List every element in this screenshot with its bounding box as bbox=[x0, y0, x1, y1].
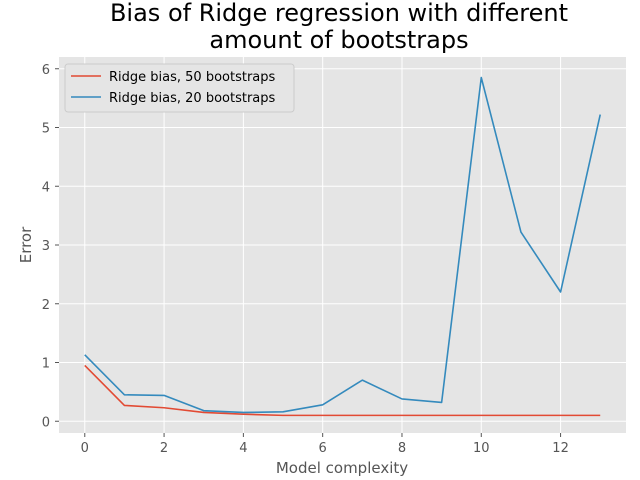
y-tick-label: 1 bbox=[42, 357, 50, 372]
x-tick-label: 8 bbox=[398, 441, 406, 456]
x-axis-label: Model complexity bbox=[276, 459, 408, 477]
grid bbox=[59, 57, 626, 433]
x-tick-label: 6 bbox=[319, 441, 327, 456]
y-tick-label: 2 bbox=[42, 298, 50, 313]
x-tick-label: 4 bbox=[239, 441, 247, 456]
legend-label-50-bootstraps: Ridge bias, 50 bootstraps bbox=[109, 70, 276, 85]
y-tick-label: 4 bbox=[42, 180, 50, 195]
x-tick-label: 0 bbox=[81, 441, 89, 456]
legend: Ridge bias, 50 bootstraps Ridge bias, 20… bbox=[64, 63, 295, 113]
y-tick-label: 0 bbox=[42, 415, 50, 430]
y-tick-label: 5 bbox=[42, 122, 50, 137]
y-tick-label: 3 bbox=[42, 239, 50, 254]
chart-title-line-1: Bias of Ridge regression with different bbox=[110, 0, 568, 27]
y-tick-label: 6 bbox=[42, 63, 50, 78]
series-line-0 bbox=[84, 364, 601, 417]
y-axis-label: Error bbox=[17, 226, 35, 263]
x-tick-label: 12 bbox=[552, 441, 569, 456]
series-line-1 bbox=[84, 76, 602, 414]
series-lines bbox=[84, 76, 602, 417]
legend-box bbox=[64, 63, 295, 113]
legend-label-20-bootstraps: Ridge bias, 20 bootstraps bbox=[109, 91, 276, 106]
x-tick-label: 2 bbox=[160, 441, 168, 456]
x-tick-label: 10 bbox=[473, 441, 490, 456]
chart-title-line-2: amount of bootstraps bbox=[209, 26, 468, 54]
